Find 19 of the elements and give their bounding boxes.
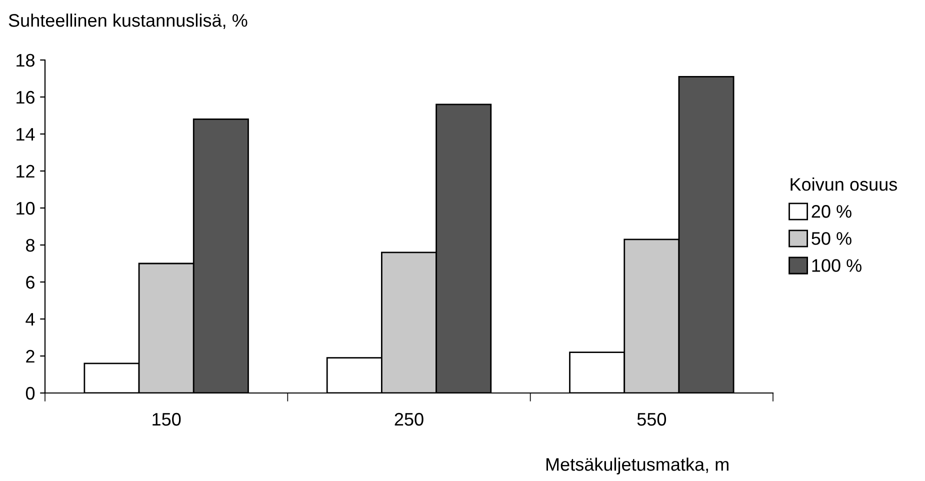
legend-label: 20 % — [812, 205, 852, 218]
y-tick-label: 6 — [26, 276, 34, 289]
x-tick-label: 550 — [637, 412, 666, 426]
y-tick-label: 14 — [16, 128, 35, 141]
y-tick-label: 10 — [16, 202, 35, 215]
legend-label: 100 % — [812, 259, 862, 272]
y-tick-label: 18 — [16, 54, 34, 67]
y-tick-label: 16 — [16, 90, 34, 104]
y-axis-title: Suhteellinen kustannuslisä, % — [8, 14, 248, 29]
y-tick-label: 0 — [26, 386, 35, 400]
x-axis-title: Metsäkuljetusmatka, m — [546, 458, 728, 474]
y-tick-label: 2 — [26, 350, 34, 363]
legend-label: 50 % — [812, 232, 852, 245]
x-tick-label: 150 — [152, 412, 181, 426]
y-tick-label: 4 — [26, 313, 35, 326]
x-tick-label: 250 — [394, 412, 424, 426]
y-tick-label: 12 — [16, 164, 34, 178]
legend-title: Koivun osuus — [790, 178, 897, 191]
y-tick-label: 8 — [26, 238, 34, 252]
